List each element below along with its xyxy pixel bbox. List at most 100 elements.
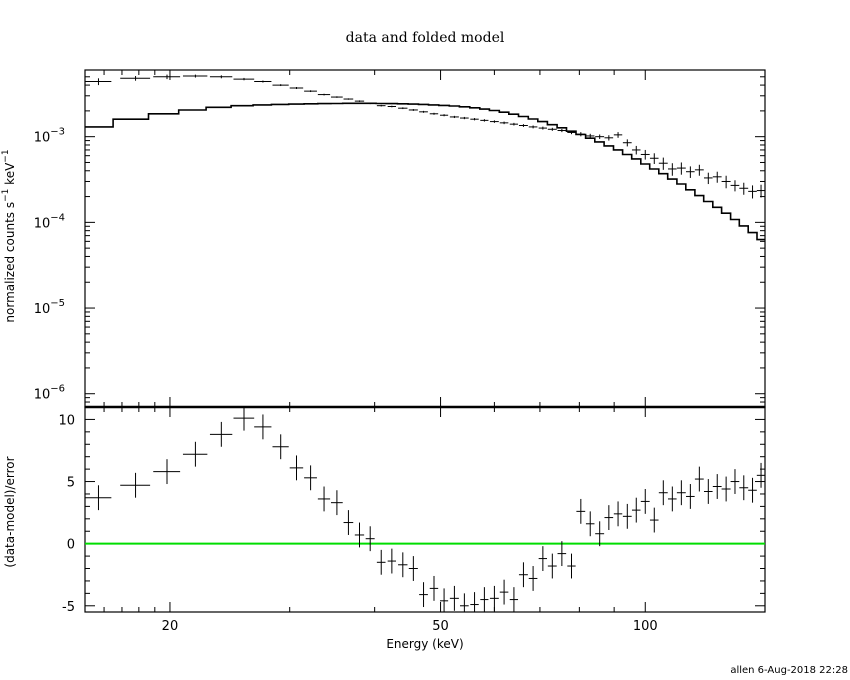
residual-crosses <box>85 407 766 612</box>
residual-point <box>489 585 499 611</box>
bottom-y-axis-label: (data-model)/error <box>3 456 17 567</box>
residual-point <box>317 486 331 512</box>
data-point <box>622 139 632 147</box>
data-point <box>538 126 548 130</box>
residual-point <box>499 579 509 605</box>
data-point <box>649 153 659 164</box>
residual-point <box>640 489 650 514</box>
residual-point <box>567 553 576 579</box>
data-point <box>595 134 605 139</box>
residual-point <box>272 434 289 460</box>
data-point <box>317 93 331 96</box>
data-point <box>398 107 408 110</box>
residual-point <box>613 501 623 527</box>
data-point <box>365 102 375 105</box>
residual-point <box>585 511 595 537</box>
top-y-ticks: 10−3 10−4 10−5 10−6 <box>34 69 765 408</box>
y-tick-label: 10−3 <box>34 127 65 146</box>
residual-point <box>330 490 343 516</box>
residual-point <box>459 593 469 612</box>
data-point <box>429 112 439 115</box>
x-axis-label: Energy (keV) <box>386 637 463 651</box>
residual-point <box>304 465 317 491</box>
residual-point <box>557 541 567 567</box>
data-point <box>209 75 233 79</box>
residual-point <box>480 587 489 612</box>
residual-point <box>120 472 151 498</box>
residual-point <box>576 498 586 524</box>
x-tick-label: 50 <box>432 619 449 634</box>
x-tick-label: 20 <box>162 619 179 634</box>
data-point <box>712 171 722 183</box>
data-point <box>567 130 576 135</box>
residual-point <box>376 549 386 575</box>
residual-point <box>631 497 641 523</box>
data-point <box>153 74 181 80</box>
data-point <box>459 116 469 120</box>
residual-point <box>739 475 749 501</box>
data-point <box>640 149 650 160</box>
data-point <box>739 182 749 195</box>
residual-point <box>676 480 686 506</box>
residual-point <box>470 592 479 612</box>
data-point <box>272 84 289 87</box>
y-tick-label: 10 <box>58 413 75 428</box>
top-panel: 10−3 10−4 10−5 10−6 normalized counts s−1 k… <box>1 69 766 408</box>
y-tick-label: 0 <box>67 538 75 553</box>
residual-point <box>429 575 439 601</box>
data-point <box>509 122 519 126</box>
data-point <box>182 74 208 78</box>
residual-point <box>730 469 740 494</box>
y-tick-label: 10−4 <box>34 212 65 231</box>
residual-point <box>439 588 449 612</box>
top-plot-frame <box>84 69 766 408</box>
data-point <box>730 180 740 192</box>
residual-point <box>595 521 605 547</box>
residual-point <box>153 459 181 485</box>
y-tick-label: 10−5 <box>34 298 65 317</box>
data-point <box>576 132 586 137</box>
data-point <box>686 166 695 178</box>
data-point <box>419 110 428 113</box>
residual-point <box>343 510 354 535</box>
residual-point <box>254 414 272 440</box>
data-point <box>667 163 677 176</box>
data-point <box>703 172 713 185</box>
residual-point <box>408 556 418 581</box>
residual-point <box>233 407 255 431</box>
residual-point <box>182 441 208 467</box>
residual-point <box>604 505 614 530</box>
data-point <box>480 119 489 122</box>
data-point <box>676 162 686 175</box>
residual-point <box>649 507 659 533</box>
model-step-path <box>85 102 765 241</box>
residual-point <box>85 485 112 511</box>
residual-point <box>694 466 704 492</box>
bottom-y-ticks: 10 5 0 -5 <box>58 413 765 615</box>
residual-point <box>419 582 428 608</box>
residual-point <box>209 421 233 447</box>
data-point <box>557 128 567 133</box>
top-y-axis-label: normalized counts s−1 keV−1 <box>1 149 17 322</box>
data-point <box>439 114 449 117</box>
data-point <box>233 77 255 81</box>
residual-point <box>756 462 766 488</box>
data-point <box>756 184 766 198</box>
residual-point <box>703 479 713 504</box>
residual-point <box>547 553 557 579</box>
residual-point <box>667 486 677 512</box>
data-point <box>631 145 641 155</box>
y-tick-label: -5 <box>62 600 75 615</box>
data-point <box>547 127 557 131</box>
y-tick-label: 5 <box>67 476 75 491</box>
residual-point <box>354 522 365 548</box>
data-point <box>304 90 317 93</box>
data-point <box>387 105 397 108</box>
data-point <box>85 78 112 86</box>
model-step-line <box>85 102 765 241</box>
residual-point <box>387 548 397 574</box>
residual-point <box>538 546 548 571</box>
data-point <box>658 157 668 170</box>
data-point <box>489 120 499 123</box>
